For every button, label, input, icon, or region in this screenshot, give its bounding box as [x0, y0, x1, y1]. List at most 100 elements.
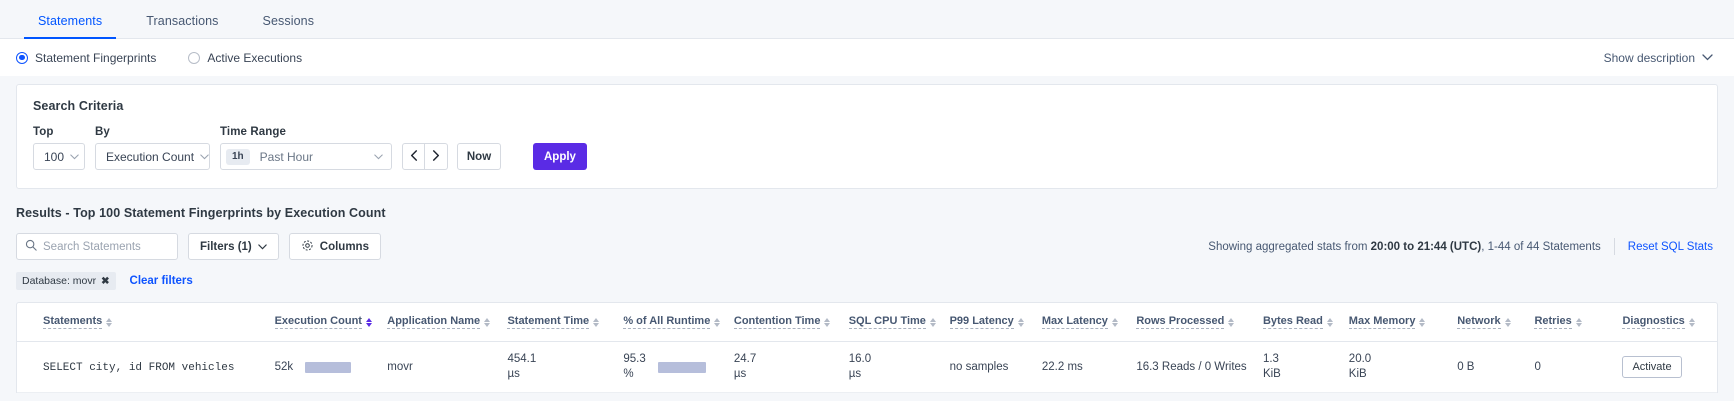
- tab-sessions[interactable]: Sessions: [241, 13, 337, 39]
- sort-icon[interactable]: [484, 317, 491, 327]
- filters-button-label: Filters (1): [200, 240, 252, 253]
- sort-icon[interactable]: [714, 317, 721, 327]
- col-max-latency-label: Max Latency: [1041, 315, 1108, 329]
- col-application-name[interactable]: Application Name: [387, 303, 508, 342]
- col-application-name-label: Application Name: [387, 315, 481, 329]
- col-bytes-read-label: Bytes Read: [1262, 315, 1323, 329]
- col-statement-time[interactable]: Statement Time: [507, 303, 624, 342]
- results-toolbar: Filters (1) Columns Showing aggregated s…: [0, 220, 1734, 260]
- results-title: Results - Top 100 Statement Fingerprints…: [16, 206, 386, 220]
- tab-transactions[interactable]: Transactions: [124, 14, 240, 39]
- col-rows-processed-label: Rows Processed: [1136, 315, 1225, 329]
- sort-icon[interactable]: [1504, 317, 1511, 327]
- pct-runtime-bar: [657, 361, 706, 373]
- contention-time-value: 24.7: [733, 353, 757, 365]
- col-sql-cpu-time[interactable]: SQL CPU Time: [848, 303, 950, 342]
- col-statements-label: Statements: [43, 315, 103, 329]
- sort-icon[interactable]: [1326, 317, 1333, 327]
- cell-rows-processed: 16.3 Reads / 0 Writes: [1136, 341, 1263, 393]
- clear-filters-link[interactable]: Clear filters: [129, 275, 193, 287]
- filter-chip-database[interactable]: Database: movr ✖: [16, 272, 116, 290]
- time-next-button[interactable]: [425, 143, 448, 170]
- col-max-latency[interactable]: Max Latency: [1041, 303, 1137, 342]
- search-criteria-fields: Top 100 By Execution Count T: [33, 126, 1701, 170]
- cell-bytes-read: 1.3 KiB: [1262, 341, 1349, 393]
- show-description-label: Show description: [1603, 50, 1695, 65]
- col-pct-all-runtime-label: % of All Runtime: [623, 315, 711, 329]
- chevron-right-icon: [432, 149, 440, 164]
- time-range-select[interactable]: 1h Past Hour: [220, 143, 392, 170]
- col-statements[interactable]: Statements: [17, 303, 275, 342]
- by-label: By: [95, 126, 110, 138]
- close-icon[interactable]: ✖: [101, 275, 110, 287]
- columns-button[interactable]: Columns: [288, 233, 381, 260]
- col-execution-count[interactable]: Execution Count: [274, 303, 388, 342]
- cell-network: 0 B: [1457, 341, 1535, 393]
- sort-icon-active[interactable]: [365, 317, 372, 327]
- statements-table: Statements Execution Count Application N…: [17, 303, 1717, 393]
- statement-time-unit: µs: [507, 368, 520, 380]
- cell-max-memory: 20.0 KiB: [1348, 341, 1458, 393]
- time-prev-button[interactable]: [402, 143, 425, 170]
- sort-icon[interactable]: [1419, 317, 1426, 327]
- col-rows-processed[interactable]: Rows Processed: [1136, 303, 1263, 342]
- col-retries[interactable]: Retries: [1534, 303, 1623, 342]
- stats-suffix: , 1-44 of 44 Statements: [1481, 240, 1601, 253]
- activate-diagnostics-button[interactable]: Activate: [1622, 356, 1682, 378]
- col-bytes-read[interactable]: Bytes Read: [1262, 303, 1349, 342]
- main-tabbar: Statements Transactions Sessions: [0, 0, 1734, 39]
- gear-icon: [301, 239, 314, 255]
- top-select[interactable]: 100: [33, 143, 85, 170]
- sort-icon[interactable]: [1228, 317, 1235, 327]
- sort-icon[interactable]: [824, 317, 831, 327]
- tab-statements[interactable]: Statements: [16, 13, 124, 39]
- chevron-left-icon: [410, 149, 418, 164]
- stats-summary: Showing aggregated stats from 20:00 to 2…: [1208, 238, 1718, 255]
- filters-button[interactable]: Filters (1): [188, 233, 279, 260]
- time-range-value: Past Hour: [259, 149, 314, 164]
- col-network[interactable]: Network: [1457, 303, 1535, 342]
- table-row[interactable]: SELECT city, id FROM vehicles 52k movr 4…: [17, 341, 1717, 393]
- col-network-label: Network: [1457, 315, 1501, 329]
- col-pct-all-runtime[interactable]: % of All Runtime: [623, 303, 734, 342]
- col-diagnostics[interactable]: Diagnostics: [1622, 303, 1717, 342]
- max-memory-unit: KiB: [1348, 368, 1367, 380]
- sort-icon[interactable]: [1688, 317, 1695, 327]
- time-range-field: Time Range 1h Past Hour: [220, 126, 587, 170]
- tab-statements-label: Statements: [38, 13, 103, 28]
- max-memory-value: 20.0: [1348, 353, 1372, 365]
- by-select[interactable]: Execution Count: [95, 143, 210, 170]
- now-button[interactable]: Now: [457, 143, 501, 170]
- divider: [1613, 238, 1615, 255]
- col-max-memory[interactable]: Max Memory: [1348, 303, 1458, 342]
- sort-icon[interactable]: [929, 317, 936, 327]
- stats-text: Showing aggregated stats from 20:00 to 2…: [1208, 241, 1600, 253]
- tab-sessions-label: Sessions: [262, 13, 315, 28]
- search-statements-box[interactable]: [16, 233, 178, 260]
- sort-icon[interactable]: [593, 317, 600, 327]
- top-field: Top 100: [33, 126, 85, 170]
- sort-icon[interactable]: [1575, 317, 1582, 327]
- cell-application-name: movr: [387, 341, 508, 393]
- search-input[interactable]: [43, 240, 169, 253]
- col-execution-count-label: Execution Count: [274, 315, 362, 329]
- sort-icon[interactable]: [1017, 317, 1024, 327]
- col-retries-label: Retries: [1534, 315, 1572, 329]
- radio-active-executions[interactable]: Active Executions: [188, 51, 302, 65]
- cell-statement[interactable]: SELECT city, id FROM vehicles: [17, 341, 275, 393]
- col-p99-latency[interactable]: P99 Latency: [949, 303, 1042, 342]
- col-diagnostics-label: Diagnostics: [1622, 315, 1685, 329]
- apply-button[interactable]: Apply: [533, 143, 587, 170]
- time-range-label: Time Range: [220, 126, 286, 138]
- show-description-toggle[interactable]: Show description: [1604, 51, 1718, 65]
- sort-icon[interactable]: [1111, 317, 1118, 327]
- cell-diagnostics: Activate: [1622, 341, 1717, 393]
- statement-link[interactable]: SELECT city, id FROM vehicles: [43, 361, 235, 374]
- col-p99-latency-label: P99 Latency: [949, 315, 1014, 329]
- col-contention-time[interactable]: Contention Time: [733, 303, 849, 342]
- pct-runtime-unit: %: [623, 368, 634, 380]
- stats-prefix: Showing aggregated stats from: [1208, 240, 1371, 253]
- radio-statement-fingerprints[interactable]: Statement Fingerprints: [16, 51, 156, 65]
- sort-icon[interactable]: [106, 317, 113, 327]
- reset-sql-stats-link[interactable]: Reset SQL Stats: [1627, 240, 1713, 253]
